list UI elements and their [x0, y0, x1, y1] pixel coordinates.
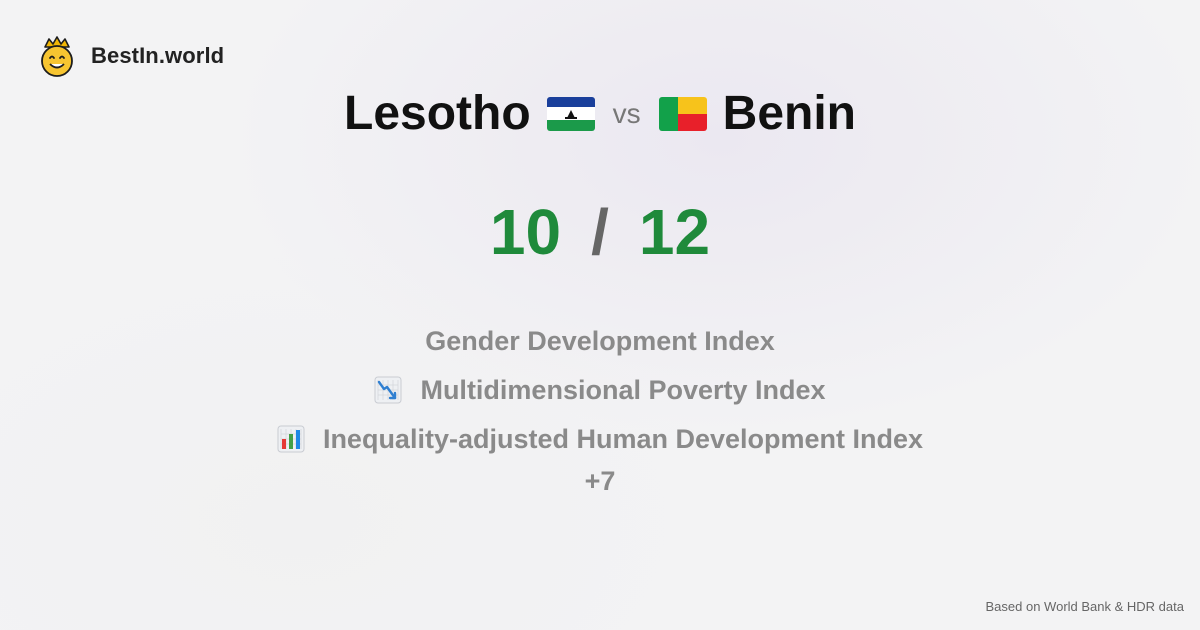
country-a-name[interactable]: Lesotho [344, 87, 531, 140]
chart-decreasing-icon [374, 376, 402, 403]
vs-label: vs [612, 97, 641, 129]
brand-logo[interactable]: BestIn.world [39, 35, 224, 77]
crowned-smiley-icon [41, 36, 73, 77]
comparison-title: Lesotho vs Benin [0, 86, 1200, 141]
metric-label: Inequality-adjusted Human Development In… [322, 423, 924, 454]
score-row: 10 / 12 [0, 195, 1200, 269]
metric-item: Inequality-adjusted Human Development In… [0, 414, 1200, 463]
metric-item: Multidimensional Poverty Index [0, 365, 1200, 414]
benin-flag-icon [658, 96, 707, 131]
score-separator: / [591, 196, 609, 268]
country-a-score: 10 [489, 196, 562, 268]
metric-item: Gender Development Index [0, 316, 1200, 365]
lesotho-flag-icon [546, 96, 595, 131]
country-b-score: 12 [638, 196, 711, 268]
more-metrics-count: +7 [584, 466, 616, 496]
data-source-note: Based on World Bank & HDR data [985, 599, 1184, 614]
brand-name: BestIn.world [91, 43, 225, 68]
country-b-name[interactable]: Benin [722, 87, 856, 140]
metric-label: Multidimensional Poverty Index [420, 374, 826, 405]
metric-label: Gender Development Index [425, 325, 775, 356]
metrics-list: Gender Development Index Multidimensiona… [0, 316, 1200, 499]
bar-chart-icon [277, 425, 305, 452]
